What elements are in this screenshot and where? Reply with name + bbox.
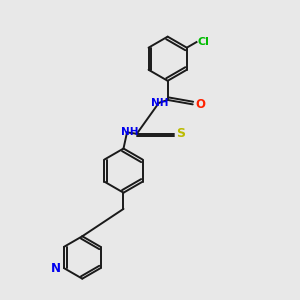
Text: Cl: Cl: [198, 37, 210, 47]
Text: NH: NH: [152, 98, 169, 108]
Text: O: O: [195, 98, 205, 111]
Text: N: N: [51, 262, 61, 275]
Text: NH: NH: [121, 127, 138, 137]
Text: S: S: [176, 127, 185, 140]
